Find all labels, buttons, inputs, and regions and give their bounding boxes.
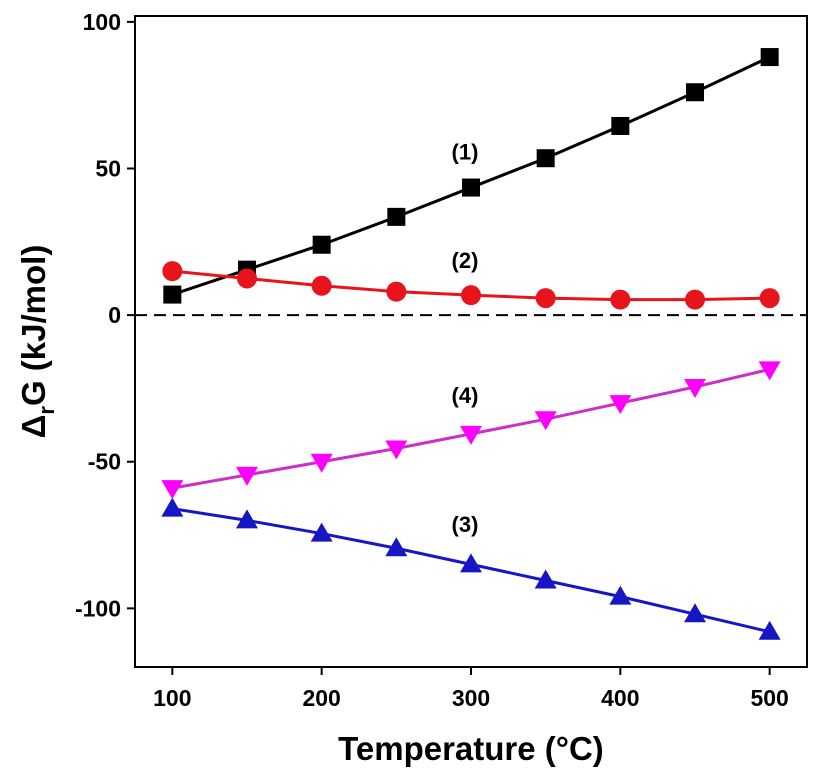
y-tick-label-0: 0 bbox=[108, 302, 121, 328]
y-tick-label-100: -100 bbox=[75, 595, 121, 621]
x-tick-label-200: 200 bbox=[302, 685, 340, 711]
series-4-label: (4) bbox=[452, 383, 479, 408]
series-1-point-300 bbox=[462, 178, 480, 197]
series-1-point-200 bbox=[312, 235, 331, 254]
series-4-point-450 bbox=[684, 378, 706, 398]
series-3-point-100 bbox=[161, 497, 184, 517]
y-axis-title-delta: Δ bbox=[15, 415, 52, 439]
series-1-point-100 bbox=[163, 285, 182, 304]
series-1-point-350 bbox=[536, 149, 555, 168]
series-2: (2) bbox=[162, 248, 780, 310]
series-2-point-100 bbox=[162, 261, 183, 282]
series-4-point-300 bbox=[460, 425, 482, 445]
series-4-point-200 bbox=[310, 453, 333, 473]
series-2-point-350 bbox=[535, 288, 556, 309]
series-3-point-150 bbox=[236, 509, 258, 529]
series-1-point-500 bbox=[760, 48, 779, 67]
series-4-point-400 bbox=[609, 395, 632, 415]
series-4-point-100 bbox=[161, 480, 184, 500]
series-3-point-400 bbox=[609, 585, 632, 605]
series-3-point-450 bbox=[684, 603, 706, 623]
x-tick-label-400: 400 bbox=[601, 685, 639, 711]
series-layer: (1) (2) (3) (4) bbox=[161, 48, 781, 640]
y-axis-title-rest: G (kJ/mol) bbox=[15, 245, 52, 406]
series-4-point-250 bbox=[385, 440, 408, 460]
series-1-point-450 bbox=[686, 83, 704, 102]
series-2-point-200 bbox=[311, 275, 332, 296]
series-3: (3) bbox=[161, 497, 781, 640]
series-3-point-200 bbox=[310, 522, 333, 542]
y-tick-label-50: 50 bbox=[95, 155, 121, 181]
x-tick-label-300: 300 bbox=[452, 685, 490, 711]
series-4-point-500 bbox=[758, 361, 781, 381]
series-3-point-350 bbox=[534, 569, 557, 589]
x-tick-label-100: 100 bbox=[153, 685, 191, 711]
series-2-point-450 bbox=[685, 289, 705, 310]
series-1: (1) bbox=[163, 48, 779, 304]
series-2-point-400 bbox=[610, 289, 631, 310]
y-tick-label-100: 100 bbox=[83, 9, 121, 35]
series-3-point-250 bbox=[385, 537, 408, 557]
y-axis-title: ΔrG (kJ/mol) bbox=[15, 245, 59, 439]
series-3-point-300 bbox=[460, 553, 482, 573]
series-2-label: (2) bbox=[452, 248, 479, 273]
series-3-point-500 bbox=[758, 620, 781, 640]
y-axis-title-subscript: r bbox=[34, 406, 59, 415]
series-2-point-500 bbox=[759, 288, 780, 309]
series-4-point-350 bbox=[534, 411, 557, 431]
series-1-label: (1) bbox=[452, 140, 479, 165]
series-1-point-250 bbox=[387, 207, 406, 226]
x-axis-title: Temperature (°C) bbox=[338, 730, 604, 767]
y-tick-label-50: -50 bbox=[88, 449, 121, 475]
series-4-point-150 bbox=[236, 466, 258, 486]
series-2-point-250 bbox=[386, 281, 407, 302]
series-2-point-300 bbox=[461, 285, 481, 306]
series-2-point-150 bbox=[237, 268, 257, 289]
series-1-point-400 bbox=[611, 116, 630, 135]
series-3-label: (3) bbox=[452, 512, 479, 537]
x-tick-label-500: 500 bbox=[750, 685, 788, 711]
series-4: (4) bbox=[161, 361, 781, 500]
